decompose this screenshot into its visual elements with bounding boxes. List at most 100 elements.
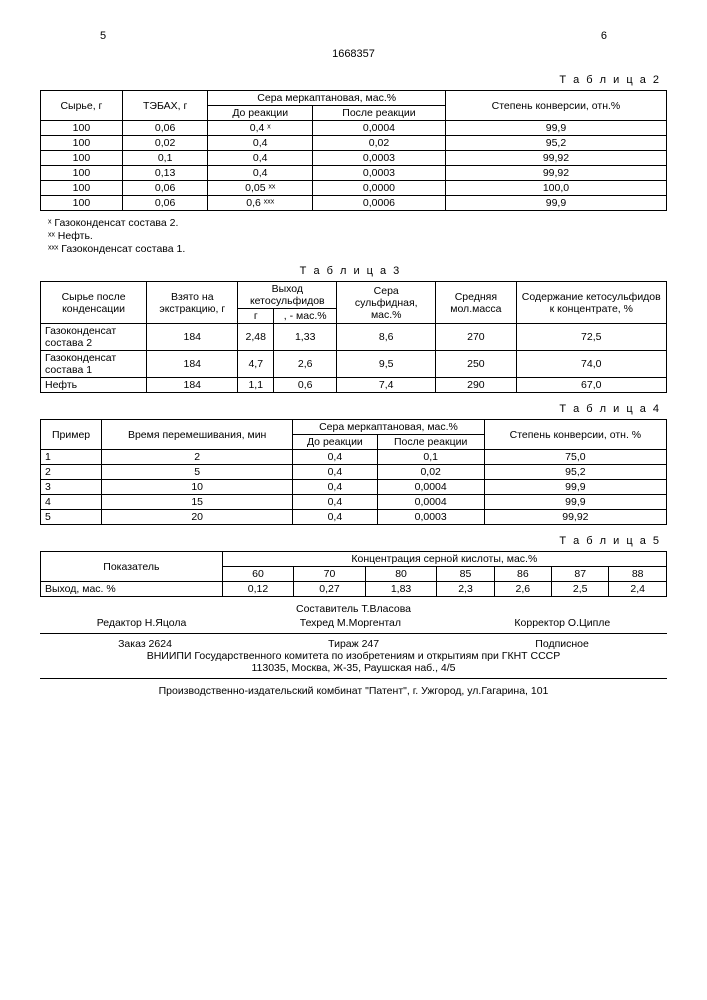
table-cell: 1,1 [238, 378, 274, 393]
credit-corr: Корректор О.Ципле [514, 617, 610, 629]
t5-col: 86 [494, 567, 551, 582]
table-cell: 100 [41, 136, 123, 151]
t5-col: 60 [222, 567, 294, 582]
t5-h1: Показатель [41, 552, 223, 582]
table4-caption: Т а б л и ц а 4 [40, 403, 661, 415]
t2-h2: ТЭБАХ, г [122, 91, 208, 121]
table-cell: 0,0003 [377, 510, 484, 525]
t2-h3: Сера меркаптановая, мас.% [208, 91, 445, 106]
table-cell: 5 [41, 510, 102, 525]
table-cell: 2 [41, 465, 102, 480]
table-cell: 0,02 [377, 465, 484, 480]
table-cell: 0,4 [293, 450, 377, 465]
table-cell: 184 [147, 378, 238, 393]
t5-h2: Концентрация серной кислоты, мас.% [222, 552, 666, 567]
credit-sub: Подписное [535, 638, 589, 650]
table-cell: 0,06 [122, 196, 208, 211]
t3-h3: Выход кетосульфидов [238, 282, 337, 309]
table-cell: 0,4 [293, 510, 377, 525]
t4-h3: Сера меркаптановая, мас.% [293, 420, 485, 435]
table-cell: Газоконденсат состава 2 [41, 324, 147, 351]
credit-addr: 113035, Москва, Ж-35, Раушская наб., 4/5 [40, 662, 667, 674]
t3-h3a: г [238, 309, 274, 324]
table-cell: 0,4 [208, 151, 313, 166]
table-cell: 0,0003 [313, 151, 446, 166]
table-cell: 0,13 [122, 166, 208, 181]
table4: Пример Время перемешивания, мин Сера мер… [40, 419, 667, 525]
credit-compiler: Составитель Т.Власова [296, 603, 411, 615]
table-cell: Нефть [41, 378, 147, 393]
table-cell: 3 [41, 480, 102, 495]
table-cell: 74,0 [516, 351, 666, 378]
table-cell: 2,5 [552, 582, 609, 597]
credit-order: Заказ 2624 [118, 638, 172, 650]
t3-h1: Сырье после конденсации [41, 282, 147, 324]
table-cell: 0,0000 [313, 181, 446, 196]
table-cell: 20 [102, 510, 293, 525]
table3-caption: Т а б л и ц а 3 [40, 265, 661, 277]
t3-h6: Содержание кетосульфидов к концентрате, … [516, 282, 666, 324]
table-cell: 0,06 [122, 121, 208, 136]
credit-editor: Редактор Н.Яцола [97, 617, 187, 629]
table-cell: 95,2 [445, 136, 666, 151]
table-note: ˣˣˣ Газоконденсат состава 1. [48, 243, 667, 255]
table-cell: 1,33 [274, 324, 337, 351]
table-cell: 2 [102, 450, 293, 465]
table-cell: 100 [41, 166, 123, 181]
t3-h5: Средняя мол.масса [436, 282, 516, 324]
table-cell: 0,4 [293, 495, 377, 510]
table-cell: 99,9 [445, 121, 666, 136]
table-cell: 0,02 [122, 136, 208, 151]
table-cell: 0,6 [274, 378, 337, 393]
table-cell: 100 [41, 181, 123, 196]
table-cell: 100,0 [445, 181, 666, 196]
table-cell: 99,9 [484, 480, 666, 495]
table-cell: 5 [102, 465, 293, 480]
table-cell: 67,0 [516, 378, 666, 393]
table-cell: 15 [102, 495, 293, 510]
table-cell: 2,4 [609, 582, 667, 597]
t4-h2: Время перемешивания, мин [102, 420, 293, 450]
table-cell: 0,02 [313, 136, 446, 151]
table-cell: 2,3 [437, 582, 494, 597]
t4-h3b: После реакции [377, 435, 484, 450]
table5-caption: Т а б л и ц а 5 [40, 535, 661, 547]
table-cell: 270 [436, 324, 516, 351]
table-cell: 184 [147, 324, 238, 351]
table-cell: 99,92 [445, 166, 666, 181]
table-cell: 1,83 [365, 582, 437, 597]
table-cell: 100 [41, 196, 123, 211]
table-note: ˣˣ Нефть. [48, 230, 667, 242]
table2-notes: ˣ Газоконденсат состава 2.ˣˣ Нефть.ˣˣˣ Г… [48, 217, 667, 255]
table-cell: 99,92 [445, 151, 666, 166]
t2-h3b: После реакции [313, 106, 446, 121]
table2: Сырье, г ТЭБАХ, г Сера меркаптановая, ма… [40, 90, 667, 211]
t4-h3a: До реакции [293, 435, 377, 450]
table-cell: 4 [41, 495, 102, 510]
t3-h4: Сера сульфидная, мас.% [337, 282, 436, 324]
table-cell: 4,7 [238, 351, 274, 378]
table2-caption: Т а б л и ц а 2 [40, 74, 661, 86]
table-note: ˣ Газоконденсат состава 2. [48, 217, 667, 229]
t4-h4: Степень конверсии, отн. % [484, 420, 666, 450]
t2-h3a: До реакции [208, 106, 313, 121]
table-cell: 0,0004 [377, 480, 484, 495]
page-left: 5 [100, 30, 106, 42]
table-cell: 2,6 [274, 351, 337, 378]
credit-tech: Техред М.Моргентал [300, 617, 401, 629]
table-cell: 0,27 [294, 582, 366, 597]
t4-h1: Пример [41, 420, 102, 450]
page-numbers: 5 6 [40, 30, 667, 42]
credit-tirage: Тираж 247 [328, 638, 379, 650]
table-cell: 10 [102, 480, 293, 495]
table-cell: 0,4 [208, 136, 313, 151]
doc-number: 1668357 [40, 48, 667, 60]
credit-printer: Производственно-издательский комбинат "П… [40, 685, 667, 697]
table-cell: 100 [41, 121, 123, 136]
table-cell: 2,6 [494, 582, 551, 597]
table-cell: 99,9 [445, 196, 666, 211]
table-cell: 2,48 [238, 324, 274, 351]
t3-h2: Взято на экстракцию, г [147, 282, 238, 324]
table-cell: 0,6 ˣˣˣ [208, 196, 313, 211]
table-cell: 95,2 [484, 465, 666, 480]
